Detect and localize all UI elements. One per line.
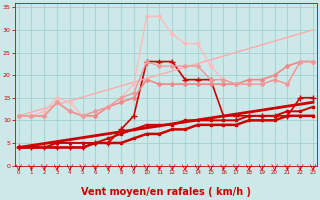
X-axis label: Vent moyen/en rafales ( km/h ): Vent moyen/en rafales ( km/h ) — [81, 187, 251, 197]
